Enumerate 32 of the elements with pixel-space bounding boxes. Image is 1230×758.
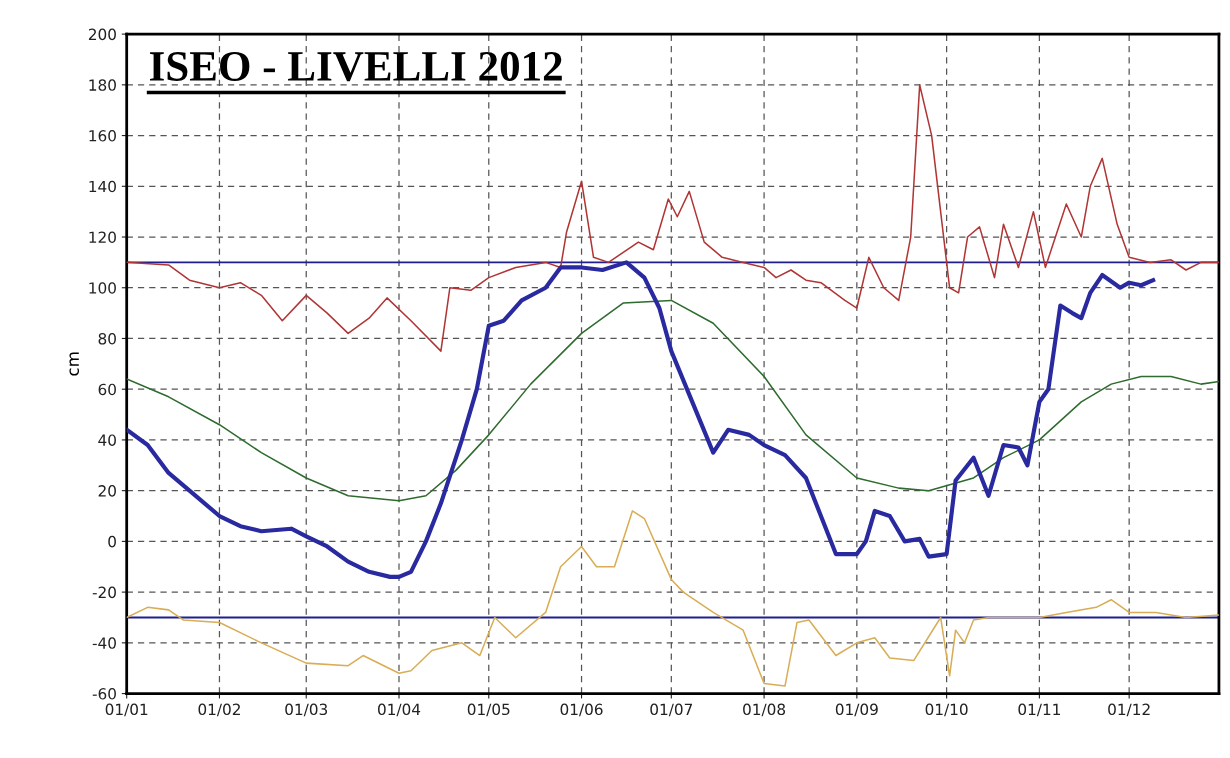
chart-title: ISEO - LIVELLI 2012 <box>149 51 562 82</box>
x-tick-label: 01/12 <box>1108 703 1150 717</box>
y-tick-label: 180 <box>89 79 116 91</box>
x-tick-label: 01/03 <box>285 703 328 717</box>
y-tick-label: 0 <box>108 535 116 548</box>
line-series <box>126 260 1156 579</box>
x-tick-label: 01/10 <box>925 703 968 717</box>
y-tick-label: -60 <box>92 688 116 700</box>
y-tick-label: 20 <box>98 485 116 497</box>
y-tick-label: 40 <box>98 434 116 446</box>
line-series <box>126 510 1219 687</box>
y-axis-title: cm <box>69 352 80 376</box>
y-tick-label: 160 <box>89 130 116 142</box>
y-tick-label: -40 <box>92 637 116 649</box>
x-tick-label: 01/07 <box>650 703 693 717</box>
line-series <box>126 84 1219 352</box>
line-series <box>126 299 1219 502</box>
x-tick-label: 01/05 <box>467 703 510 717</box>
x-tick-label: 01/06 <box>560 703 603 717</box>
x-tick-label: 01/08 <box>743 703 786 717</box>
y-tick-label: -20 <box>92 586 116 599</box>
x-tick-label: 01/09 <box>835 703 878 717</box>
x-tick-label: 01/02 <box>198 703 240 717</box>
x-tick-label: 01/01 <box>105 703 148 717</box>
y-tick-label: 120 <box>89 231 116 244</box>
y-tick-label: 200 <box>88 28 116 41</box>
x-tick-label: 01/04 <box>377 703 421 717</box>
y-tick-label: 100 <box>89 282 116 294</box>
y-tick-label: 80 <box>98 332 116 345</box>
y-tick-label: 140 <box>89 180 116 193</box>
x-tick-label: 01/11 <box>1018 703 1060 717</box>
y-tick-label: 60 <box>98 383 116 396</box>
